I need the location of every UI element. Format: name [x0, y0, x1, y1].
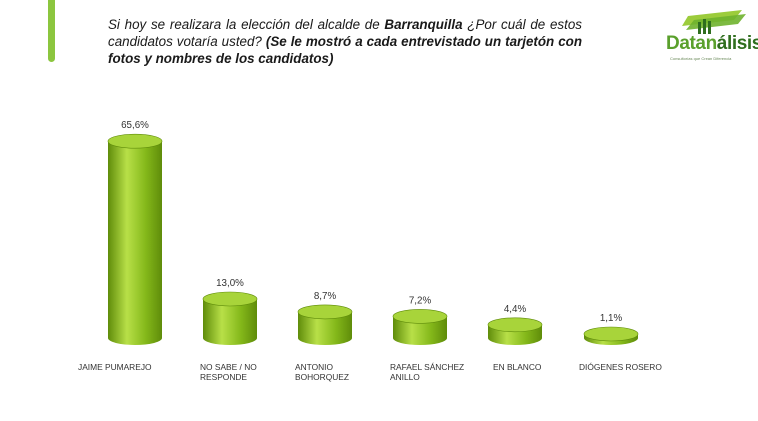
bar-top	[202, 291, 258, 307]
bar-top	[392, 309, 448, 324]
bar-body	[108, 141, 162, 345]
bar-top	[583, 326, 639, 342]
bar-top	[487, 317, 543, 333]
category-label: NO SABE / NO RESPONDE	[200, 362, 257, 382]
question-note: (Se le mostró a cada entrevistado un tar…	[108, 34, 583, 66]
logo-wordmark: Datanálisis	[666, 33, 758, 54]
category-label: EN BLANCO	[493, 362, 542, 372]
bar-top	[107, 133, 163, 149]
bar-top	[297, 304, 353, 320]
bar-body	[393, 316, 447, 345]
value-label: 4,4%	[504, 304, 527, 315]
question-part-2: ¿Por cuál de estos candidatos votaría us…	[108, 17, 582, 49]
question-part-1: Si hoy se realizara la elección del alca…	[108, 17, 385, 32]
category-label: ANTONIO BOHORQUEZ	[295, 362, 349, 382]
question-city: Barranquilla	[384, 17, 463, 32]
value-label: 1,1%	[600, 313, 623, 324]
category-label: RAFAEL SÁNCHEZ ANILLO	[390, 362, 464, 382]
bar	[297, 304, 353, 345]
bar	[487, 317, 543, 345]
logo-bars-icon	[682, 10, 746, 34]
bar-body	[298, 311, 352, 345]
value-label: 7,2%	[409, 295, 432, 306]
datanalisis-logo: Datanálisis Consultorías que Crean Difer…	[664, 10, 758, 66]
category-label: JAIME PUMAREJO	[78, 362, 152, 372]
bar	[392, 309, 448, 345]
logo-tagline: Consultorías que Crean Diferencia	[670, 56, 732, 61]
bar	[583, 326, 639, 345]
survey-question: Si hoy se realizara la elección del alca…	[108, 16, 582, 67]
value-label: 13,0%	[216, 278, 244, 289]
category-label: DIÓGENES ROSERO	[579, 362, 662, 372]
bar	[202, 291, 258, 345]
value-label: 65,6%	[121, 120, 149, 131]
bar-body	[203, 299, 257, 345]
value-label: 8,7%	[314, 291, 337, 302]
accent-bar	[48, 0, 55, 62]
bar	[107, 133, 163, 345]
